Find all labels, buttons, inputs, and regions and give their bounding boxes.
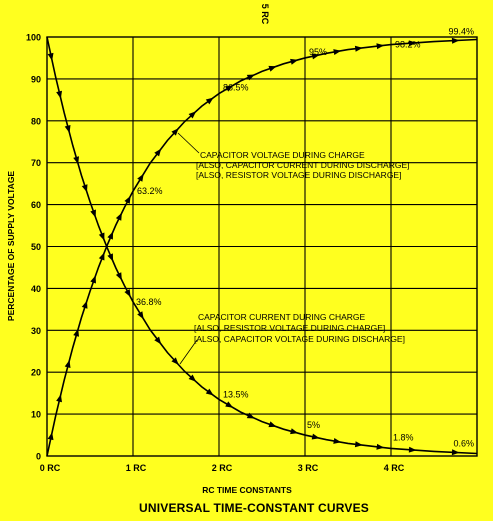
y-tick-label-9: 90 [31,74,41,84]
rising-annotation-line-3: [ALSO, RESISTOR VOLTAGE DURING DISCHARGE… [196,170,401,180]
series-1-point-25 [451,449,460,456]
y-tick-label-7: 70 [31,158,41,168]
series-0-data-label-2: 95% [309,47,327,57]
rising-annotation-line-2: [ALSO, CAPACITOR CURRENT DURING DISCHARG… [196,160,409,170]
x-tick-label-1: 1 RC [126,463,147,473]
y-tick-label-10: 100 [26,33,41,43]
series-0-point-18 [268,65,277,72]
plot-frame [46,36,478,457]
data-labels: 63.2% 86.5% 95% 98.2% 99.4% 36.8% 13.5% 5% 1.8% 0… [136,27,474,449]
y-tick-label-8: 80 [31,116,41,126]
x-tick-label-4: 4 RC [384,463,405,473]
series-1-point-17 [246,412,255,419]
series-0-point-23 [376,43,385,50]
series-1-point-21 [333,437,342,444]
series-0-point-25 [451,37,460,44]
falling-annotation-leader [179,339,198,365]
series-0-point-10 [124,195,131,204]
top-note: 5 RC [260,4,270,25]
series-1-point-22 [354,441,363,448]
rising-annotation-leader [177,132,200,154]
series-1-point-19 [290,428,299,435]
series-0-point-4 [73,328,80,337]
grid [47,37,477,456]
x-tick-label-3: 3 RC [298,463,319,473]
series-1-point-6 [90,209,96,218]
series-1-point-18 [268,421,277,428]
series-1-point-2 [56,90,63,99]
series-1-point-14 [188,374,197,382]
series-0-data-label-0: 63.2% [137,186,163,196]
series-0-point-14 [188,111,197,119]
series-0-data-label-3: 98.2% [395,40,421,50]
y-tick-label-5: 50 [31,242,41,252]
series-1-point-8 [107,253,114,262]
series-0-point-6 [90,275,96,284]
series-1-point-1 [47,52,54,61]
series-1-point-3 [64,125,71,134]
series-0-point-20 [311,53,320,60]
series-1-point-15 [205,388,214,396]
series-0-point-21 [333,49,342,56]
series-1-data-label-2: 5% [307,420,320,430]
series-1-point-23 [376,443,385,450]
series-0-point-17 [246,74,255,81]
series [46,36,478,457]
series-1-data-label-4: 0.6% [453,438,474,448]
rising-annotation-line-1: CAPACITOR VOLTAGE DURING CHARGE [200,150,365,160]
series-0-point-12 [154,148,162,157]
x-tick-label-0: 0 RC [40,463,61,473]
series-0-point-8 [107,231,114,240]
series-0-point-24 [408,40,417,47]
series-1-point-11 [137,311,144,320]
x-tick-label-2: 2 RC [212,463,233,473]
series-1-data-label-3: 1.8% [393,432,414,442]
series-0-point-13 [171,128,179,136]
series-0-point-22 [354,45,363,52]
series-1-data-label-1: 13.5% [223,389,249,399]
falling-annotation: CAPACITOR CURRENT DURING CHARGE [ALSO, R… [179,312,405,365]
falling-annotation-line-2: [ALSO, RESISTOR VOLTAGE DURING CHARGE] [194,323,385,333]
y-tick-label-1: 10 [31,410,41,420]
series-1-point-7 [98,232,105,241]
series-1-point-13 [171,357,179,365]
series-1-point-4 [73,156,80,165]
series-0-point-2 [56,394,63,403]
series-1-point-16 [225,401,234,408]
rising-annotation: CAPACITOR VOLTAGE DURING CHARGE [ALSO, C… [177,132,409,180]
series-0-point-3 [64,359,71,368]
series-0-data-label-4: 99.4% [448,27,474,37]
series-1-point-5 [81,184,88,193]
y-tick-label-4: 40 [31,284,41,294]
series-0-point-9 [115,212,122,221]
y-tick-label-2: 20 [31,368,41,378]
series-0-point-16 [225,85,234,92]
y-tick-label-0: 0 [36,452,41,462]
series-1-point-9 [115,272,122,281]
tick-labels: 0 10 20 30 40 50 60 70 80 90 100 0 RC 1 RC 2 RC 3 RC 4 … [26,33,405,474]
series-0-point-15 [205,97,214,105]
falling-annotation-line-3: [ALSO, CAPACITOR VOLTAGE DURING DISCHARG… [194,334,405,344]
x-axis-label: RC TIME CONSTANTS [202,485,292,495]
series-1-point-24 [408,446,417,453]
plot-border [46,36,478,457]
series-1-point-10 [124,289,131,298]
y-tick-label-3: 30 [31,326,41,336]
series-1-point-12 [154,336,162,345]
series-0-data-label-1: 86.5% [223,83,249,93]
y-tick-label-6: 60 [31,200,41,210]
y-axis-label: PERCENTAGE OF SUPPLY VOLTAGE [6,171,16,322]
chart-title: UNIVERSAL TIME-CONSTANT CURVES [139,501,369,515]
series-1-point-20 [311,433,320,440]
series-1-data-label-0: 36.8% [136,297,162,307]
series-0-point-19 [290,58,299,65]
series-0-point-11 [137,173,144,182]
series-0-point-7 [98,252,105,261]
falling-annotation-line-1: CAPACITOR CURRENT DURING CHARGE [198,312,366,322]
series-0-point-1 [47,432,54,441]
series-0-point-5 [81,300,88,309]
